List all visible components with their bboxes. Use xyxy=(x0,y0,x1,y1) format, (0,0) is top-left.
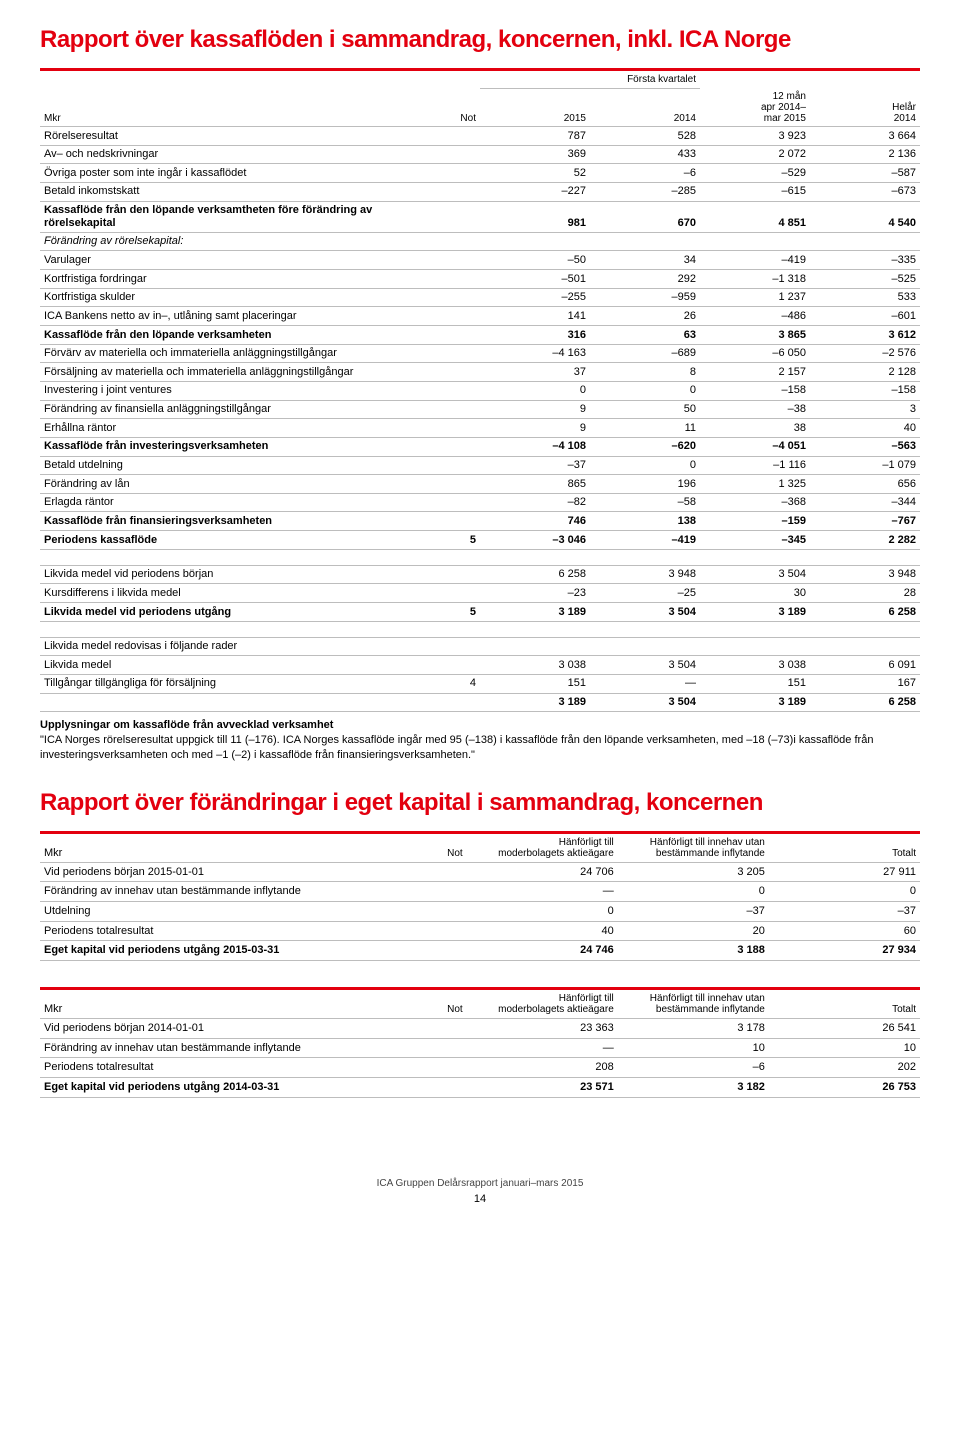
table-row: Betald inkomstskatt–227–285–615–673 xyxy=(40,182,920,201)
table-row: Förändring av innehav utan bestämmande i… xyxy=(40,1038,920,1058)
table-row: Likvida medel vid periodens början6 2583… xyxy=(40,565,920,584)
eq-col-not: Not xyxy=(396,832,467,862)
eq-col-total: Totalt xyxy=(769,832,920,862)
table-row: Erhållna räntor9113840 xyxy=(40,419,920,438)
table-row: Varulager–5034–419–335 xyxy=(40,251,920,270)
table-row: Kassaflöde från investeringsverksamheten… xyxy=(40,437,920,456)
table-row: Erlagda räntor–82–58–368–344 xyxy=(40,493,920,512)
title-equity: Rapport över förändringar i eget kapital… xyxy=(40,789,920,817)
page: Rapport över kassaflöden i sammandrag, k… xyxy=(0,0,960,1225)
col-12m: 12 mån apr 2014– mar 2015 xyxy=(700,88,810,127)
table-row: Av– och nedskrivningar3694332 0722 136 xyxy=(40,145,920,164)
table-row: Förvärv av materiella och immateriella a… xyxy=(40,344,920,363)
table-row: 3 1893 5043 1896 258 xyxy=(40,693,920,712)
equity-table-2014: Mkr Not Hänförligt till moderbolagets ak… xyxy=(40,987,920,1098)
footer-text: ICA Gruppen Delårsrapport januari–mars 2… xyxy=(40,1178,920,1189)
cashflow-table: Första kvartalet Mkr Not 2015 2014 12 må… xyxy=(40,68,920,712)
eq-col-mkr: Mkr xyxy=(40,832,396,862)
col-mkr: Mkr xyxy=(40,88,427,127)
table-row: Kassaflöde från finansieringsverksamhete… xyxy=(40,512,920,531)
note-heading: Upplysningar om kassaflöde från avveckla… xyxy=(40,718,920,733)
table-row: Periodens totalresultat402060 xyxy=(40,921,920,941)
cashflow-rows: Rörelseresultat7875283 9233 664Av– och n… xyxy=(40,127,920,550)
table-row: Likvida medel3 0383 5043 0386 091 xyxy=(40,656,920,675)
table-row: ICA Bankens netto av in–, utlåning samt … xyxy=(40,307,920,326)
table-row: Eget kapital vid periodens utgång 2014-0… xyxy=(40,1077,920,1097)
table-row: Utdelning0–37–37 xyxy=(40,902,920,922)
table-row: Periodens totalresultat208–6202 xyxy=(40,1058,920,1078)
table-row: Förändring av lån8651961 325656 xyxy=(40,475,920,494)
table-row: Eget kapital vid periodens utgång 2015-0… xyxy=(40,941,920,961)
table-row: Likvida medel vid periodens utgång53 189… xyxy=(40,603,920,622)
table-row: Övriga poster som inte ingår i kassaflöd… xyxy=(40,164,920,183)
table-row: Rörelseresultat7875283 9233 664 xyxy=(40,127,920,146)
cashflow-sec2: Likvida medel vid periodens början6 2583… xyxy=(40,565,920,621)
equity-table-2015: Mkr Not Hänförligt till moderbolagets ak… xyxy=(40,831,920,961)
col-group: Första kvartalet xyxy=(480,70,700,89)
cashflow-sec3: Likvida medel redovisas i följande rader… xyxy=(40,637,920,712)
equity-rows-2015: Vid periodens början 2015-01-0124 7063 2… xyxy=(40,862,920,960)
table-row: Förändring av rörelsekapital: xyxy=(40,232,920,251)
equity-rows-2014: Vid periodens början 2014-01-0123 3633 1… xyxy=(40,1018,920,1097)
col-not: Not xyxy=(427,88,480,127)
table-row: Kortfristiga fordringar–501292–1 318–525 xyxy=(40,270,920,289)
col-fy: Helår 2014 xyxy=(810,88,920,127)
note-text: "ICA Norges rörelseresultat uppgick till… xyxy=(40,733,920,763)
table-row: Kortfristiga skulder–255–9591 237533 xyxy=(40,288,920,307)
table-row: Tillgångar tillgängliga för försäljning4… xyxy=(40,674,920,693)
eq-col-nci: Hänförligt till innehav utan bestämmande… xyxy=(618,832,769,862)
table-row: Vid periodens början 2015-01-0124 7063 2… xyxy=(40,862,920,882)
note-block: Upplysningar om kassaflöde från avveckla… xyxy=(40,718,920,763)
table-row: Betald utdelning–370–1 116–1 079 xyxy=(40,456,920,475)
title-cashflow: Rapport över kassaflöden i sammandrag, k… xyxy=(40,26,920,54)
table-row: Vid periodens början 2014-01-0123 3633 1… xyxy=(40,1018,920,1038)
table-row: Investering i joint ventures00–158–158 xyxy=(40,381,920,400)
table-row: Periodens kassaflöde5–3 046–419–3452 282 xyxy=(40,531,920,550)
table-row: Kassaflöde från den löpande verksamthete… xyxy=(40,201,920,232)
col-2015: 2015 xyxy=(480,88,590,127)
eq-col-parent: Hänförligt till moderbolagets aktieägare xyxy=(467,832,618,862)
table-row: Förändring av finansiella anläggningstil… xyxy=(40,400,920,419)
col-2014: 2014 xyxy=(590,88,700,127)
table-row: Förändring av innehav utan bestämmande i… xyxy=(40,882,920,902)
table-row: Likvida medel redovisas i följande rader xyxy=(40,637,920,656)
table-row: Kassaflöde från den löpande verksamheten… xyxy=(40,326,920,345)
table-row: Kursdifferens i likvida medel–23–253028 xyxy=(40,584,920,603)
table-row: Försäljning av materiella och immateriel… xyxy=(40,363,920,382)
page-number: 14 xyxy=(40,1193,920,1205)
